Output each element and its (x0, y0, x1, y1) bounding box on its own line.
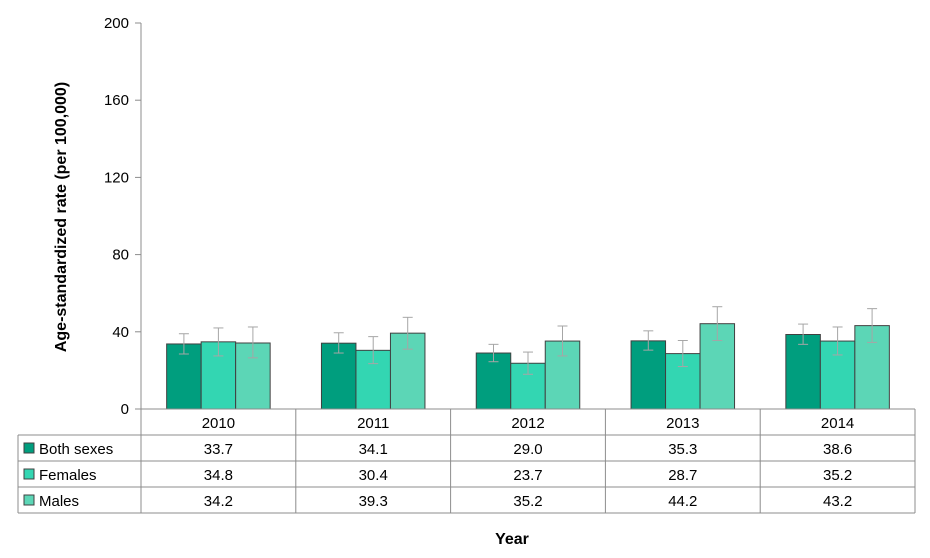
data-label: 34.8 (204, 467, 233, 484)
legend-swatch (23, 468, 35, 480)
x-tick-label: 2014 (821, 415, 854, 432)
data-label: 39.3 (359, 493, 388, 510)
x-axis-title: Year (495, 531, 529, 548)
data-label: 38.6 (823, 441, 852, 458)
bar (166, 343, 202, 410)
error-bars-layer (178, 306, 878, 375)
bar (630, 340, 667, 410)
data-label: 34.2 (204, 493, 233, 510)
data-label: 43.2 (823, 493, 852, 510)
legend-label: Both sexes (39, 441, 113, 458)
y-axis-title: Age-standardized rate (per 100,000) (53, 82, 70, 352)
y-tick-label: 0 (121, 401, 129, 418)
data-label: 35.2 (513, 493, 542, 510)
legend-swatch (23, 494, 35, 506)
bar (320, 342, 357, 410)
y-tick-label: 160 (104, 92, 129, 109)
y-tick-label: 200 (104, 15, 129, 32)
legend-label: Males (39, 493, 79, 510)
data-label: 30.4 (359, 467, 388, 484)
y-tick-label: 80 (112, 247, 129, 264)
x-tick-label: 2011 (357, 415, 389, 432)
legend-swatch (23, 442, 35, 454)
data-label: 34.1 (359, 441, 388, 458)
x-tick-label: 2010 (202, 415, 235, 432)
data-label: 29.0 (513, 441, 542, 458)
data-label: 35.2 (823, 467, 852, 484)
y-tick-label: 120 (104, 169, 129, 186)
data-table: 2010 2011 2012 2013 2014 Both sexes 33.7 34.1 29… (17, 408, 916, 514)
data-label: 35.3 (668, 441, 697, 458)
data-label: 23.7 (513, 467, 542, 484)
data-label: 28.7 (668, 467, 697, 484)
bar (785, 334, 821, 410)
legend-label: Females (39, 467, 97, 484)
x-tick-label: 2012 (511, 415, 544, 432)
data-label: 44.2 (668, 493, 697, 510)
y-tick-label: 40 (112, 324, 129, 341)
data-label: 33.7 (204, 441, 233, 458)
x-tick-label: 2013 (666, 415, 699, 432)
axes-layer: 0 40 80 120 160 200 (104, 15, 142, 418)
